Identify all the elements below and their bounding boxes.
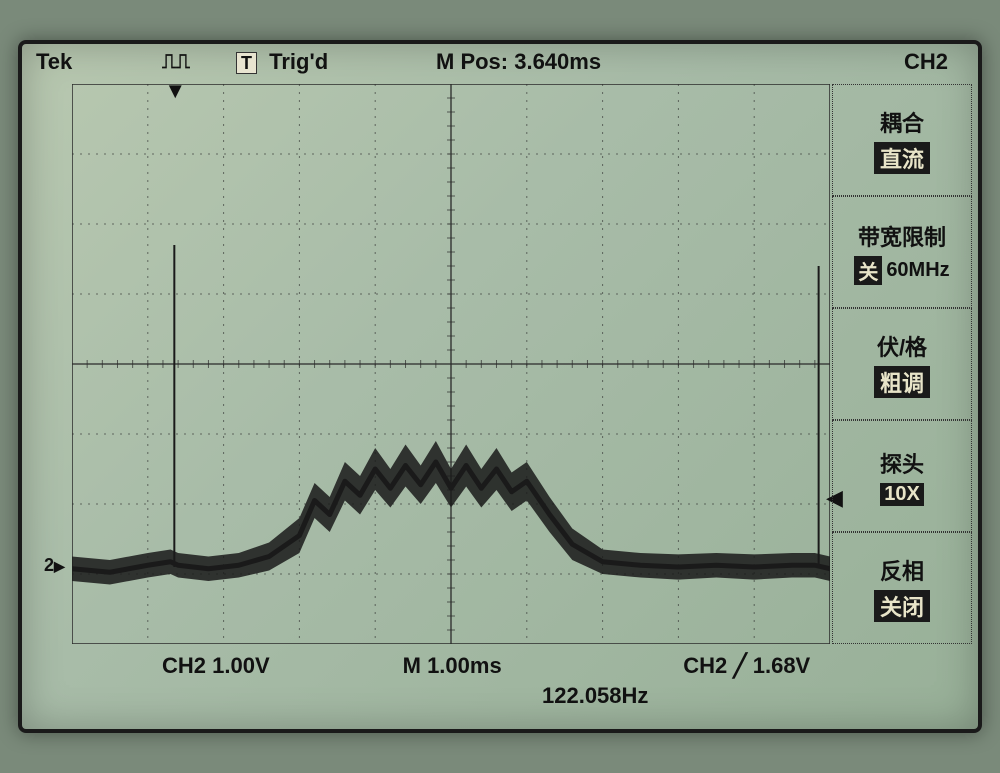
trigger-position-marker: ▼: [164, 78, 186, 104]
channel-2-marker: 2▶: [44, 555, 65, 576]
waveform-display: [72, 84, 830, 644]
trigger-badge: T: [236, 52, 257, 74]
coupling-value: 直流: [874, 142, 930, 174]
bandwidth-freq: 60MHz: [886, 259, 949, 282]
channel-scale: CH2 1.00V: [72, 653, 403, 679]
menu-bandwidth[interactable]: 带宽限制 关 60MHz: [832, 196, 972, 308]
trigger-status-text: Trig'd: [269, 49, 328, 74]
bandwidth-label: 带宽限制: [858, 220, 946, 252]
trigger-level-readout: CH2 ╱ 1.68V: [643, 653, 972, 679]
probe-value: 10X: [880, 483, 924, 506]
brand-label: Tek: [22, 49, 116, 75]
menu-coupling[interactable]: 耦合 直流: [832, 84, 972, 196]
timebase: M 1.00ms: [403, 653, 644, 679]
invert-value: 关闭: [874, 590, 930, 622]
oscilloscope-screen: Tek ⎍⎍ T Trig'd M Pos: 3.640ms CH2 ▼ ◀ 2…: [18, 40, 982, 733]
voltsdiv-value: 粗调: [874, 366, 930, 398]
coupling-label: 耦合: [880, 106, 924, 138]
top-status-bar: Tek ⎍⎍ T Trig'd M Pos: 3.640ms CH2: [22, 44, 978, 80]
frequency-readout: 122.058Hz: [72, 683, 972, 709]
trigger-status: T Trig'd: [236, 49, 436, 75]
menu-voltsdiv[interactable]: 伏/格 粗调: [832, 308, 972, 420]
bottom-status-bar: CH2 1.00V M 1.00ms CH2 ╱ 1.68V 122.058Hz: [72, 653, 972, 709]
grid-svg: [72, 84, 830, 644]
menu-invert[interactable]: 反相 关闭: [832, 532, 972, 644]
pulse-icon: ⎍⎍: [116, 51, 236, 74]
m-position: M Pos: 3.640ms: [436, 49, 696, 75]
menu-probe[interactable]: 探头 10X: [832, 420, 972, 532]
bandwidth-state: 关: [854, 256, 882, 285]
probe-label: 探头: [880, 447, 924, 479]
active-channel: CH2: [696, 49, 978, 75]
voltsdiv-label: 伏/格: [877, 330, 927, 362]
invert-label: 反相: [880, 554, 924, 586]
channel-menu: 耦合 直流 带宽限制 关 60MHz 伏/格 粗调 探头 10X 反相 关闭: [832, 84, 972, 644]
